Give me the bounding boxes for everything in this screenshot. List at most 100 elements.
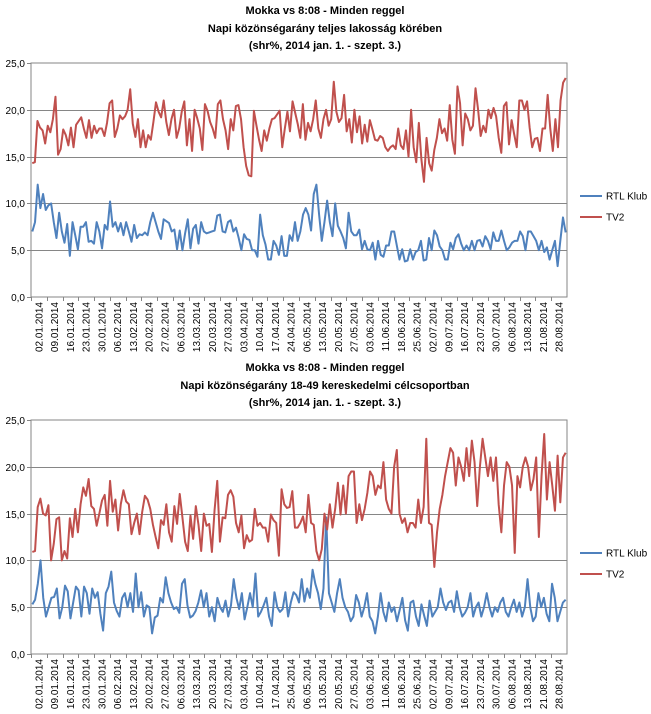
- x-tick-label: 02.07.2014: [429, 302, 440, 352]
- x-tick-label: 03.06.2014: [365, 659, 376, 709]
- line-chart-total-population: Mokka vs 8:08 - Minden reggel Napi közöns…: [6, 5, 648, 352]
- x-tick-label: 23.07.2014: [476, 302, 487, 352]
- x-tick-label: 03.04.2014: [239, 659, 250, 709]
- x-tick-label: 11.06.2014: [381, 302, 392, 352]
- x-tick-label: 28.08.2014: [555, 659, 566, 709]
- x-tick-label: 02.01.2014: [34, 659, 45, 709]
- x-tick-label: 23.01.2014: [82, 302, 93, 352]
- x-tick-label: 13.03.2014: [192, 302, 203, 352]
- x-tick-label: 13.05.2014: [318, 659, 329, 709]
- y-tick-label: 0,0: [11, 293, 25, 304]
- y-tick-label: 5,0: [11, 246, 25, 257]
- x-tick-label: 27.03.2014: [224, 659, 235, 709]
- x-tick-label: 16.01.2014: [66, 302, 77, 352]
- x-tick-label: 27.02.2014: [161, 302, 172, 352]
- x-tick-label: 20.02.2014: [145, 659, 156, 709]
- legend-label: TV2: [606, 570, 625, 581]
- x-tick-label: 06.02.2014: [113, 302, 124, 352]
- y-tick-label: 0,0: [11, 650, 25, 661]
- x-tick-label: 30.01.2014: [97, 659, 108, 709]
- legend-label: RTL Klub: [606, 192, 648, 203]
- x-tick-label: 20.02.2014: [145, 302, 156, 352]
- x-tick-label: 06.05.2014: [302, 659, 313, 709]
- x-tick-label: 06.08.2014: [507, 659, 518, 709]
- series-line-tv2: [32, 433, 567, 568]
- chart-title-line-3: (shr%, 2014 jan. 1. - szept. 3.): [249, 397, 402, 409]
- x-tick-label: 23.07.2014: [476, 659, 487, 709]
- x-tick-label: 02.07.2014: [429, 659, 440, 709]
- x-tick-label: 06.02.2014: [113, 659, 124, 709]
- chart-title-line-2: Napi közönségarány 18-49 kereskedelmi cé…: [180, 380, 469, 392]
- x-tick-label: 09.01.2014: [50, 659, 61, 709]
- x-tick-label: 23.01.2014: [82, 659, 93, 709]
- y-tick-label: 15,0: [6, 510, 26, 521]
- x-tick-label: 10.04.2014: [255, 659, 266, 709]
- chart-title-line-3: (shr%, 2014 jan. 1. - szept. 3.): [249, 40, 402, 52]
- y-tick-label: 25,0: [6, 59, 26, 70]
- x-tick-label: 13.02.2014: [129, 659, 140, 709]
- x-tick-label: 20.03.2014: [208, 302, 219, 352]
- series-line-rtl-klub: [31, 516, 567, 635]
- x-tick-label: 13.05.2014: [318, 302, 329, 352]
- x-tick-label: 13.08.2014: [523, 302, 534, 352]
- x-tick-label: 27.02.2014: [161, 659, 172, 709]
- x-tick-label: 13.03.2014: [192, 659, 203, 709]
- x-tick-label: 30.07.2014: [492, 302, 503, 352]
- series-line-tv2: [31, 77, 567, 183]
- x-tick-label: 16.07.2014: [460, 302, 471, 352]
- y-tick-label: 25,0: [6, 416, 26, 427]
- x-tick-label: 21.08.2014: [539, 659, 550, 709]
- x-tick-label: 06.03.2014: [176, 302, 187, 352]
- y-tick-label: 20,0: [6, 106, 26, 117]
- y-tick-label: 10,0: [6, 199, 26, 210]
- x-tick-label: 30.01.2014: [97, 302, 108, 352]
- x-tick-label: 09.07.2014: [444, 302, 455, 352]
- y-tick-label: 10,0: [6, 556, 26, 567]
- x-tick-label: 16.07.2014: [460, 659, 471, 709]
- plot-area: [30, 419, 568, 655]
- x-tick-label: 11.06.2014: [381, 659, 392, 709]
- x-tick-label: 06.08.2014: [507, 302, 518, 352]
- x-tick-label: 27.05.2014: [350, 659, 361, 709]
- x-tick-label: 06.03.2014: [176, 659, 187, 709]
- x-tick-label: 13.08.2014: [523, 659, 534, 709]
- x-tick-label: 18.06.2014: [397, 302, 408, 352]
- x-tick-label: 28.08.2014: [555, 302, 566, 352]
- x-tick-label: 09.07.2014: [444, 659, 455, 709]
- x-tick-label: 17.04.2014: [271, 302, 282, 352]
- x-tick-label: 06.05.2014: [302, 302, 313, 352]
- chart-title-line-2: Napi közönségarány teljes lakosság köréb…: [208, 23, 442, 35]
- x-tick-label: 03.06.2014: [365, 302, 376, 352]
- x-tick-label: 25.06.2014: [413, 302, 424, 352]
- x-tick-label: 02.01.2014: [34, 302, 45, 352]
- x-tick-label: 16.01.2014: [66, 659, 77, 709]
- x-tick-label: 03.04.2014: [239, 302, 250, 352]
- x-tick-label: 27.03.2014: [224, 302, 235, 352]
- x-tick-label: 24.04.2014: [287, 302, 298, 352]
- x-tick-label: 20.03.2014: [208, 659, 219, 709]
- x-tick-label: 09.01.2014: [50, 302, 61, 352]
- x-tick-label: 30.07.2014: [492, 659, 503, 709]
- x-tick-label: 20.05.2014: [334, 302, 345, 352]
- x-tick-label: 21.08.2014: [539, 302, 550, 352]
- y-tick-label: 15,0: [6, 153, 26, 164]
- chart-title-line-1: Mokka vs 8:08 - Minden reggel: [246, 5, 405, 17]
- y-tick-label: 20,0: [6, 463, 26, 474]
- series-line-rtl-klub: [31, 183, 567, 268]
- chart-panel-total: Mokka vs 8:08 - Minden reggel Napi közöns…: [6, 5, 648, 352]
- legend-label: TV2: [606, 213, 625, 224]
- chart-panel-18-49: Mokka vs 8:08 - Minden reggel Napi közöns…: [0, 357, 651, 714]
- line-chart-18-49: Mokka vs 8:08 - Minden reggel Napi közöns…: [6, 362, 648, 709]
- x-tick-label: 18.06.2014: [397, 659, 408, 709]
- x-tick-label: 10.04.2014: [255, 302, 266, 352]
- x-tick-label: 17.04.2014: [271, 659, 282, 709]
- legend-label: RTL Klub: [606, 549, 648, 560]
- plot-area: [30, 62, 568, 298]
- x-tick-label: 25.04.2014: [287, 659, 298, 709]
- x-tick-label: 13.02.2014: [129, 302, 140, 352]
- chart-title-line-1: Mokka vs 8:08 - Minden reggel: [246, 362, 405, 374]
- x-tick-label: 20.05.2014: [334, 659, 345, 709]
- x-tick-label: 27.05.2014: [350, 302, 361, 352]
- x-tick-label: 25.06.2014: [413, 659, 424, 709]
- y-tick-label: 5,0: [11, 603, 25, 614]
